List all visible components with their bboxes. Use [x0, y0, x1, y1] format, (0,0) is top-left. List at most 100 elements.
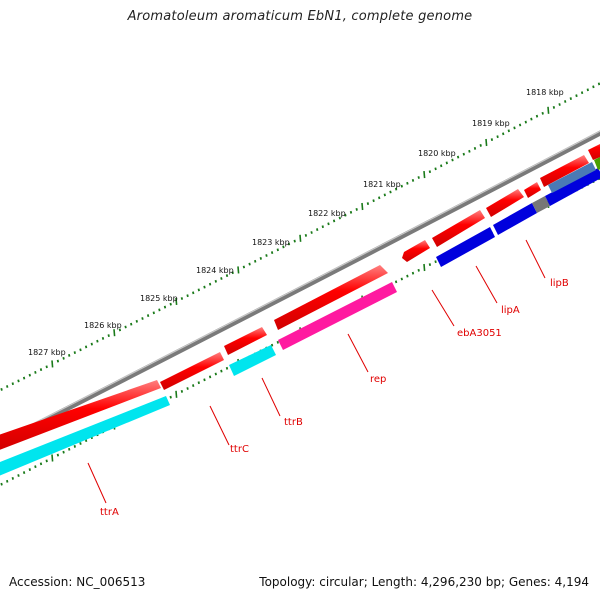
- gene-arrow-next-1[interactable]: [540, 155, 589, 187]
- scale-label-1819: 1819 kbp: [472, 119, 510, 128]
- outer-tick-105: [580, 91, 584, 95]
- inner-tick-39: [208, 375, 212, 379]
- genes-prefix: Genes:: [508, 575, 551, 589]
- outer-tick-42: [225, 274, 229, 278]
- inner-tick-40: [214, 372, 217, 376]
- cds-ttrB[interactable]: [229, 345, 276, 376]
- gene-labels: ttrA ttrC ttrB rep ebA3051 lipA lipB: [100, 278, 569, 518]
- outer-tick-97: [535, 114, 539, 118]
- outer-tick-89: [490, 138, 494, 142]
- genes-value: 4,194: [554, 575, 589, 589]
- gene-arrow-ttrB[interactable]: [224, 327, 267, 355]
- gene-arrow-rep[interactable]: [274, 265, 388, 330]
- gene-arrow-ttrA[interactable]: [0, 380, 161, 452]
- outer-tick-63: [344, 213, 347, 217]
- outer-tick-71: [389, 190, 392, 194]
- outer-tick-5: [17, 379, 20, 383]
- outer-tick-49: [265, 254, 268, 257]
- outer-tick-31: [163, 305, 167, 309]
- accession-info: Accession: NC_006513: [9, 575, 145, 589]
- gene-arrow-lipB[interactable]: [524, 182, 541, 198]
- scale-labels: 1818 kbp 1819 kbp 1820 kbp 1821 kbp 1822…: [28, 88, 564, 357]
- outer-tick-32: [169, 302, 172, 306]
- gene-label-rep[interactable]: rep: [370, 374, 386, 385]
- genome-backbone: [0, 130, 600, 446]
- inner-tick-37: [197, 381, 200, 385]
- outer-tick-100: [552, 105, 556, 109]
- outer-tick-86: [473, 146, 477, 150]
- cds-lipA-2[interactable]: [493, 203, 537, 235]
- outer-tick-101: [558, 103, 561, 106]
- outer-tick-12: [56, 359, 60, 363]
- outer-tick-23: [118, 328, 122, 332]
- outer-tick-98: [541, 111, 544, 115]
- cds-steel[interactable]: [548, 162, 596, 193]
- gene-arrow-lipA[interactable]: [486, 189, 524, 217]
- outer-tick-69: [378, 196, 381, 200]
- outer-tick-77: [423, 171, 426, 179]
- gene-track: [0, 139, 600, 452]
- gene-label-ebA3051[interactable]: ebA3051: [457, 328, 502, 339]
- outer-tick-51: [276, 248, 279, 252]
- gene-label-ttrB[interactable]: ttrB: [284, 417, 303, 428]
- inner-tick-11: [51, 454, 54, 462]
- outer-tick-82: [451, 158, 454, 162]
- outer-tick-70: [383, 193, 386, 197]
- outer-tick-13: [62, 356, 65, 360]
- inner-tick-16: [79, 442, 82, 445]
- outer-tick-102: [564, 100, 567, 103]
- gene-arrow-next-2[interactable]: [588, 139, 600, 160]
- inner-tick-12: [56, 453, 60, 457]
- outer-tick-24: [124, 325, 127, 329]
- outer-tick-43: [231, 271, 234, 275]
- cds-lipB-gray[interactable]: [532, 196, 550, 213]
- inner-tick-73: [400, 277, 403, 281]
- outer-tick-6: [22, 376, 26, 380]
- inner-tick-78: [428, 263, 432, 267]
- outer-tick-8: [34, 370, 37, 374]
- outer-tick-57: [310, 231, 313, 234]
- outer-tick-78: [428, 170, 432, 174]
- outer-tick-21: [107, 334, 110, 338]
- outer-tick-74: [406, 181, 409, 185]
- outer-tick-80: [440, 164, 443, 168]
- outer-tick-72: [394, 187, 398, 191]
- outer-tick-20: [101, 336, 105, 340]
- gene-label-ttrA[interactable]: ttrA: [100, 507, 119, 518]
- inner-tick-8: [34, 465, 37, 469]
- inner-tick-33: [175, 390, 178, 398]
- outer-tick-47: [254, 259, 257, 263]
- outer-tick-40: [214, 279, 217, 283]
- cds-rep[interactable]: [278, 282, 397, 350]
- outer-tick-76: [417, 176, 420, 179]
- inner-tick-72: [394, 280, 398, 284]
- outer-tick-96: [530, 117, 533, 121]
- outer-tick-29: [152, 311, 155, 315]
- inner-tick-74: [406, 274, 409, 278]
- length-value: 4,296,230 bp: [420, 575, 501, 589]
- gene-arrow-ttrC[interactable]: [160, 352, 224, 390]
- outer-tick-37: [197, 288, 200, 292]
- inner-tick-77: [423, 263, 426, 272]
- gene-arrow-lipA-upper[interactable]: [432, 210, 485, 247]
- gene-label-ttrC[interactable]: ttrC: [230, 444, 249, 455]
- inner-tick-38: [203, 378, 206, 382]
- gene-arrow-ebA3051[interactable]: [402, 240, 430, 262]
- outer-tick-4: [11, 382, 14, 386]
- cds-lipB[interactable]: [545, 168, 600, 206]
- outer-tick-62: [338, 216, 341, 220]
- accession-prefix: Accession:: [9, 575, 73, 589]
- inner-tick-6: [22, 471, 26, 475]
- outer-tick-108: [597, 82, 600, 86]
- outer-tick-75: [411, 178, 415, 182]
- gene-label-lipA[interactable]: lipA: [501, 305, 520, 316]
- gene-label-lipB[interactable]: lipB: [550, 278, 569, 289]
- topology-value: circular: [319, 575, 364, 589]
- inner-tick-10: [45, 459, 48, 463]
- outer-tick-15: [73, 351, 76, 355]
- cds-green[interactable]: [594, 152, 600, 170]
- cds-lipA[interactable]: [436, 227, 495, 267]
- outer-tick-59: [321, 225, 324, 229]
- cds-ttrA[interactable]: [0, 396, 170, 478]
- outer-tick-93: [513, 126, 516, 130]
